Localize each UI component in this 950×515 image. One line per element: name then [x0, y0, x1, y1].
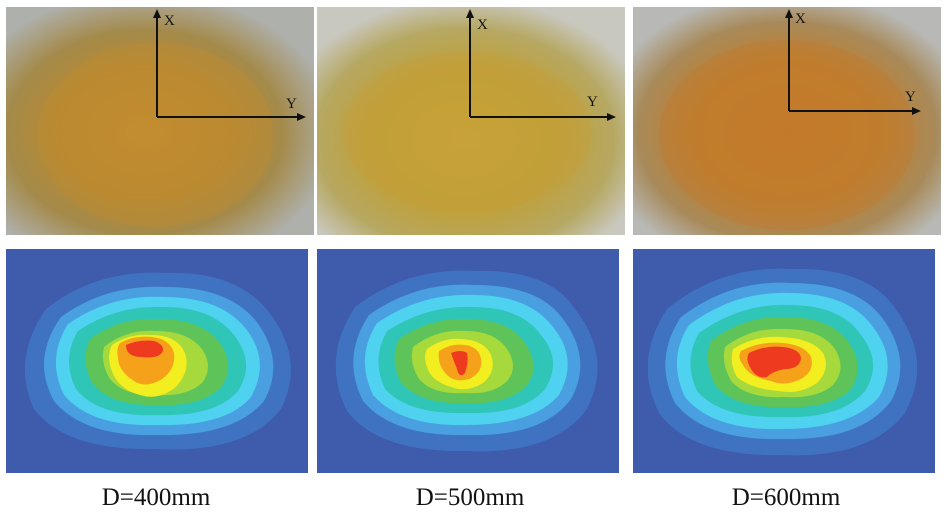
caption-distance-400mm: D=400mm: [101, 484, 211, 511]
deposit-photo-500mm: X Y: [317, 7, 625, 235]
axis-y-label: Y: [905, 89, 916, 105]
contour-level-9: [126, 340, 163, 358]
axis-y-label: Y: [587, 94, 598, 110]
axis-x-label: X: [164, 13, 175, 29]
thickness-contour-map-600mm: [633, 249, 935, 473]
caption-distance-500mm: D=500mm: [415, 484, 525, 511]
thickness-contour-map-500mm: [317, 249, 619, 473]
deposit-photo-600mm: X Y: [633, 7, 941, 235]
contour-level-9: [451, 351, 468, 376]
axis-indicator: X Y: [153, 9, 306, 121]
axis-indicator: X Y: [785, 9, 921, 115]
axis-indicator: X Y: [466, 9, 616, 121]
caption-distance-600mm: D=600mm: [731, 484, 841, 511]
contour-level-9: [747, 346, 801, 378]
deposit-photo-400mm: X Y: [6, 7, 314, 235]
thickness-contour-map-400mm: [6, 249, 308, 473]
axis-y-label: Y: [286, 96, 297, 112]
axis-x-label: X: [477, 17, 488, 33]
axis-x-label: X: [795, 11, 806, 27]
